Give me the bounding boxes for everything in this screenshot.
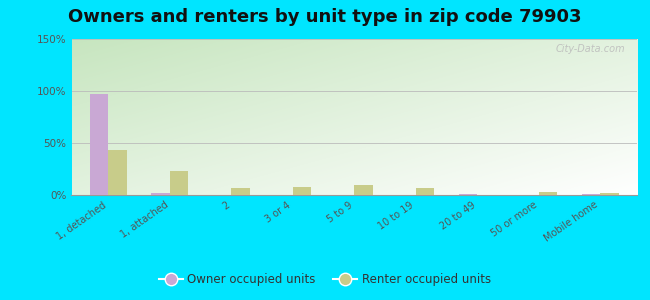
Bar bbox=[151, 193, 170, 195]
Bar bbox=[600, 193, 619, 195]
Bar bbox=[539, 192, 557, 195]
Bar bbox=[231, 188, 250, 195]
Bar bbox=[90, 94, 109, 195]
Text: Owners and renters by unit type in zip code 79903: Owners and renters by unit type in zip c… bbox=[68, 8, 582, 26]
Bar bbox=[170, 171, 188, 195]
Text: City-Data.com: City-Data.com bbox=[556, 44, 626, 54]
Bar bbox=[582, 194, 600, 195]
Legend: Owner occupied units, Renter occupied units: Owner occupied units, Renter occupied un… bbox=[154, 269, 496, 291]
Bar bbox=[459, 194, 477, 195]
Bar bbox=[354, 184, 372, 195]
Bar bbox=[109, 150, 127, 195]
Bar bbox=[416, 188, 434, 195]
Bar bbox=[292, 187, 311, 195]
